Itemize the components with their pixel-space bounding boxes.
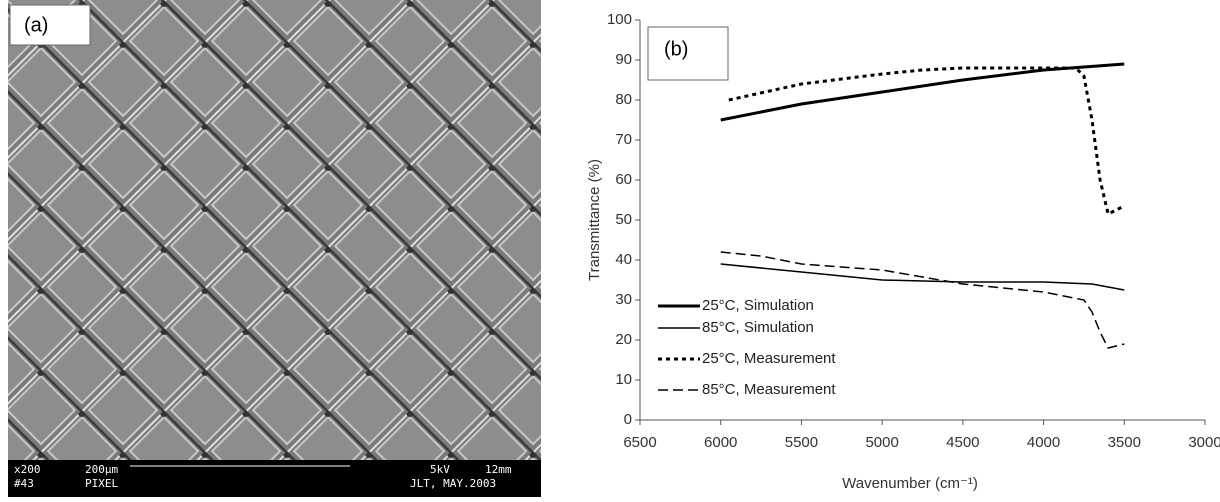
- sem-text: 12mm: [485, 463, 512, 476]
- y-tick-label: 40: [615, 251, 632, 268]
- x-tick-label: 4500: [946, 434, 979, 451]
- series-line: [720, 263, 1125, 291]
- legend-label: 25°C, Measurement: [702, 350, 836, 367]
- panel-label-box: [647, 26, 729, 81]
- x-tick-label: 3000: [1188, 434, 1220, 451]
- x-tick-label: 3500: [1108, 434, 1141, 451]
- panel-label: (a): [24, 14, 48, 36]
- sem-text: x200: [14, 463, 41, 476]
- panel-label: (b): [664, 38, 688, 60]
- series-line: [720, 62, 1125, 122]
- y-tick-label: 100: [607, 11, 632, 28]
- sem-text: JLT, MAY.2003: [410, 477, 496, 490]
- legend-label: 85°C, Simulation: [702, 319, 814, 336]
- sem-text: PIXEL: [85, 477, 118, 490]
- series-line: [728, 66, 1125, 217]
- legend-label: 25°C, Simulation: [702, 297, 814, 314]
- sem-text: 200µm: [85, 463, 118, 476]
- y-tick-label: 20: [615, 331, 632, 348]
- x-axis-label: Wavenumber (cm⁻¹): [842, 475, 978, 492]
- y-tick-label: 70: [615, 131, 632, 148]
- panel-label-box: [9, 4, 91, 46]
- sem-image: x200 #43 200µm PIXEL 5kV 12mm JLT, MAY.2…: [8, 0, 541, 497]
- y-tick-label: 60: [615, 171, 632, 188]
- x-tick-label: 6000: [704, 434, 737, 451]
- y-tick-label: 30: [615, 291, 632, 308]
- sem-text: #43: [14, 477, 34, 490]
- legend-label: 85°C, Measurement: [702, 381, 836, 398]
- y-axis-label: Transmittance (%): [586, 159, 603, 281]
- y-tick-label: 90: [615, 51, 632, 68]
- sem-text: 5kV: [430, 463, 450, 476]
- y-tick-label: 0: [624, 411, 632, 428]
- x-tick-label: 6500: [623, 434, 656, 451]
- chart: (b) Wavenumber (cm⁻¹) Transmittance (%) …: [586, 11, 1220, 492]
- y-tick-label: 50: [615, 211, 632, 228]
- x-tick-label: 5500: [785, 434, 818, 451]
- x-tick-label: 4000: [1027, 434, 1060, 451]
- sem-photo: [8, 0, 541, 460]
- y-tick-label: 10: [615, 371, 632, 388]
- y-tick-label: 80: [615, 91, 632, 108]
- series-line: [720, 251, 1125, 349]
- x-tick-label: 5000: [865, 434, 898, 451]
